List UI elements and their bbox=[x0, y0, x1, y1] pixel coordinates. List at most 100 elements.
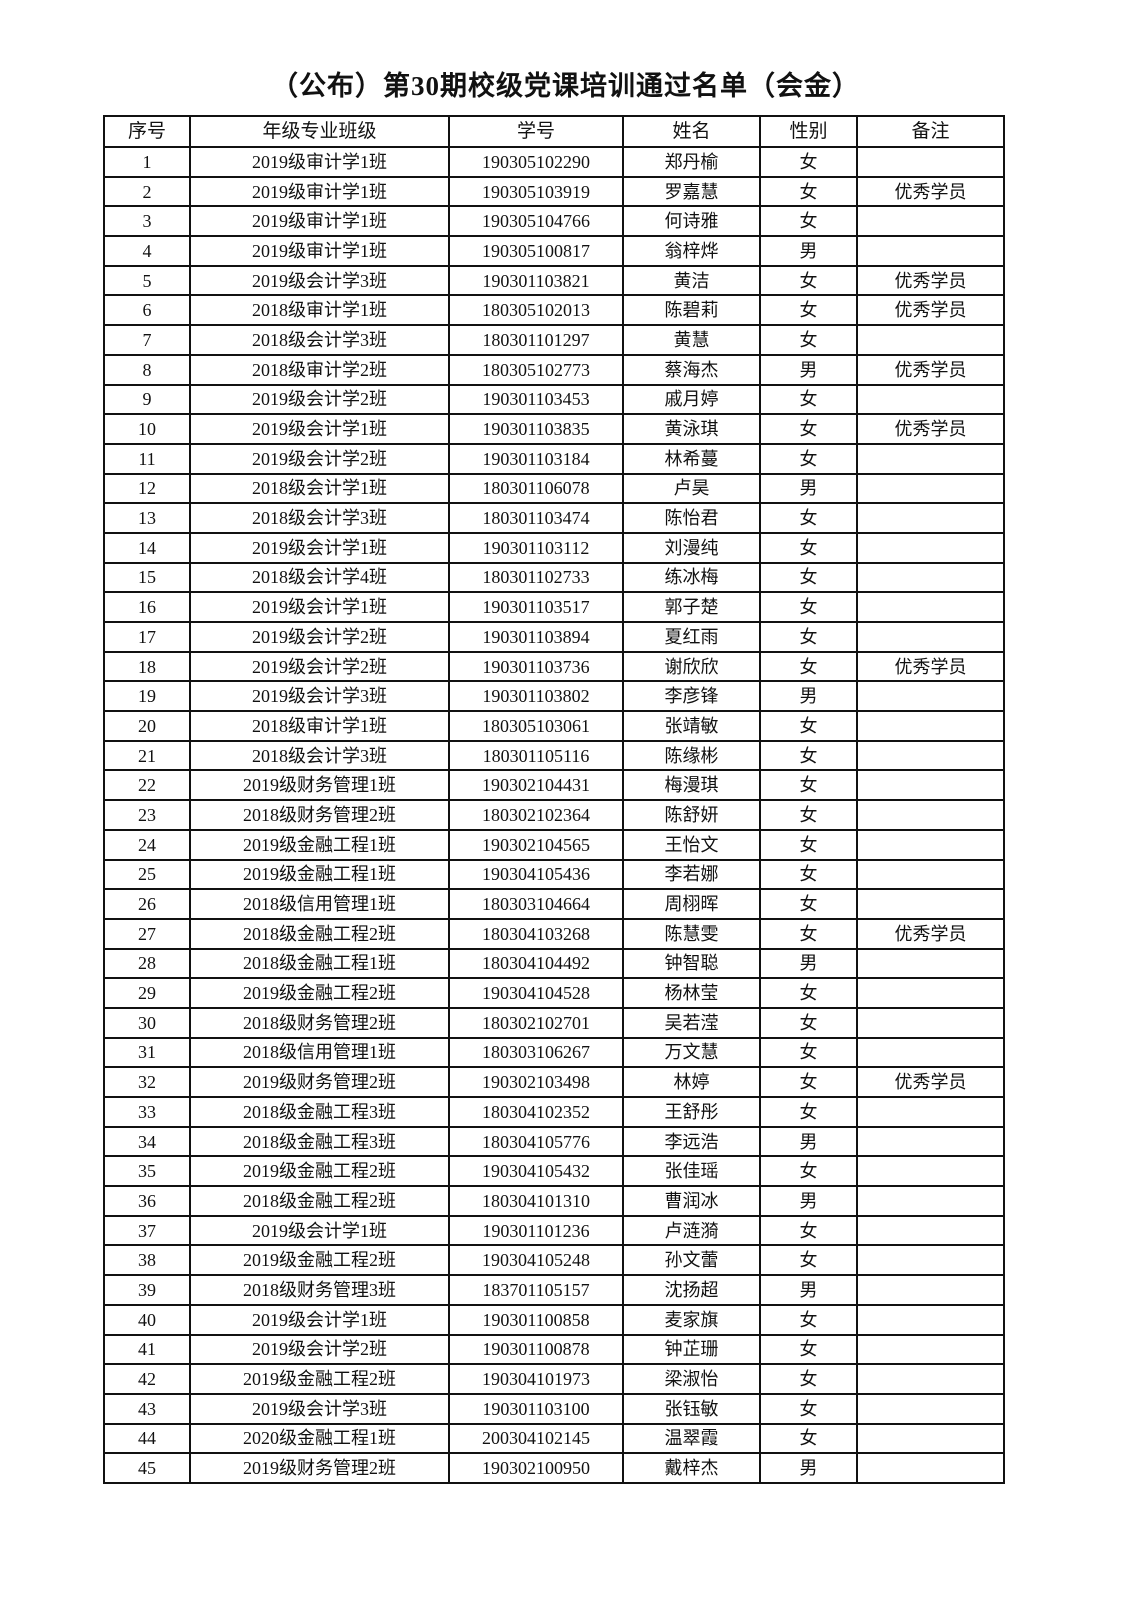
cell-student-id: 180304102352 bbox=[448, 1096, 624, 1128]
cell-gender: 女 bbox=[759, 977, 858, 1009]
cell-class: 2019级会计学1班 bbox=[189, 531, 450, 564]
cell-remark bbox=[856, 1155, 1005, 1188]
cell-gender: 男 bbox=[759, 1185, 858, 1217]
cell-name: 戴梓杰 bbox=[622, 1452, 761, 1484]
cell-name: 卢涟漪 bbox=[622, 1214, 761, 1247]
cell-class: 2018级会计学3班 bbox=[189, 324, 450, 356]
cell-index: 36 bbox=[103, 1185, 191, 1217]
cell-class: 2019级审计学1班 bbox=[189, 175, 450, 208]
cell-name: 万文慧 bbox=[622, 1036, 761, 1069]
cell-index: 1 bbox=[103, 146, 191, 178]
table-row: 15 2018级会计学4班 180301102733 练冰梅女 bbox=[103, 561, 1005, 594]
cell-class: 2018级会计学4班 bbox=[189, 561, 450, 594]
cell-student-id: 180302102701 bbox=[448, 1006, 624, 1039]
table-row: 24 2019级金融工程1班 190302104565 王怡文女 bbox=[103, 828, 1005, 861]
table-row: 8 2018级审计学2班 180305102773 蔡海杰男优秀学员 bbox=[103, 353, 1005, 386]
cell-class: 2019级审计学1班 bbox=[189, 205, 450, 238]
cell-index: 43 bbox=[103, 1392, 191, 1425]
cell-name: 梅漫琪 bbox=[622, 769, 761, 802]
cell-student-id: 180301105116 bbox=[448, 739, 624, 772]
cell-index: 23 bbox=[103, 799, 191, 831]
cell-name: 郭子楚 bbox=[622, 591, 761, 623]
cell-name: 练冰梅 bbox=[622, 561, 761, 594]
roster-table: 序号 年级专业班级 学号 姓名 性别 备注 1 2019级审计学1班 1903051… bbox=[103, 115, 1005, 1484]
cell-gender: 女 bbox=[759, 561, 858, 594]
cell-gender: 女 bbox=[759, 264, 858, 297]
table-row: 21 2018级会计学3班 180301105116 陈缘彬女 bbox=[103, 739, 1005, 772]
cell-name: 吴若滢 bbox=[622, 1006, 761, 1039]
cell-index: 21 bbox=[103, 739, 191, 772]
cell-student-id: 190301103184 bbox=[448, 442, 624, 475]
cell-index: 29 bbox=[103, 977, 191, 1009]
cell-gender: 女 bbox=[759, 383, 858, 416]
cell-index: 19 bbox=[103, 680, 191, 713]
cell-class: 2019级金融工程1班 bbox=[189, 828, 450, 861]
table-row: 45 2019级财务管理2班 190302100950 戴梓杰男 bbox=[103, 1452, 1005, 1484]
table-row: 9 2019级会计学2班 190301103453 戚月婷女 bbox=[103, 383, 1005, 416]
cell-remark bbox=[856, 947, 1005, 980]
cell-remark bbox=[856, 799, 1005, 831]
cell-student-id: 180305103061 bbox=[448, 710, 624, 742]
table-row: 29 2019级金融工程2班 190304104528 杨林莹女 bbox=[103, 977, 1005, 1009]
cell-name: 张钰敏 bbox=[622, 1392, 761, 1425]
cell-name: 钟智聪 bbox=[622, 947, 761, 980]
cell-gender: 女 bbox=[759, 828, 858, 861]
cell-remark bbox=[856, 146, 1005, 178]
cell-student-id: 190302100950 bbox=[448, 1452, 624, 1484]
cell-name: 罗嘉慧 bbox=[622, 175, 761, 208]
cell-student-id: 190302104431 bbox=[448, 769, 624, 802]
cell-gender: 女 bbox=[759, 175, 858, 208]
cell-remark bbox=[856, 1006, 1005, 1039]
table-row: 12 2018级会计学1班 180301106078 卢昊男 bbox=[103, 472, 1005, 505]
table-row: 35 2019级金融工程2班 190304105432 张佳瑶女 bbox=[103, 1155, 1005, 1188]
cell-name: 翁梓烨 bbox=[622, 235, 761, 267]
cell-remark bbox=[856, 591, 1005, 623]
table-row: 7 2018级会计学3班 180301101297 黄慧女 bbox=[103, 324, 1005, 356]
cell-gender: 男 bbox=[759, 680, 858, 713]
cell-name: 夏红雨 bbox=[622, 621, 761, 653]
cell-index: 20 bbox=[103, 710, 191, 742]
cell-remark bbox=[856, 1333, 1005, 1366]
cell-index: 34 bbox=[103, 1125, 191, 1158]
cell-gender: 男 bbox=[759, 947, 858, 980]
cell-remark: 优秀学员 bbox=[856, 353, 1005, 386]
cell-gender: 女 bbox=[759, 1096, 858, 1128]
cell-class: 2018级会计学3班 bbox=[189, 502, 450, 534]
cell-remark bbox=[856, 472, 1005, 505]
cell-class: 2019级金融工程2班 bbox=[189, 1363, 450, 1395]
cell-remark bbox=[856, 1452, 1005, 1484]
cell-remark: 优秀学员 bbox=[856, 264, 1005, 297]
cell-remark bbox=[856, 561, 1005, 594]
cell-student-id: 190301103894 bbox=[448, 621, 624, 653]
cell-gender: 女 bbox=[759, 591, 858, 623]
cell-student-id: 180304105776 bbox=[448, 1125, 624, 1158]
cell-remark bbox=[856, 383, 1005, 416]
cell-student-id: 180303106267 bbox=[448, 1036, 624, 1069]
table-header-row: 序号 年级专业班级 学号 姓名 性别 备注 bbox=[103, 115, 1005, 148]
cell-gender: 女 bbox=[759, 442, 858, 475]
cell-student-id: 190301100858 bbox=[448, 1303, 624, 1336]
header-name: 姓名 bbox=[622, 115, 761, 148]
table-row: 41 2019级会计学2班 190301100878 钟芷珊女 bbox=[103, 1333, 1005, 1366]
cell-class: 2019级会计学3班 bbox=[189, 264, 450, 297]
cell-student-id: 190305103919 bbox=[448, 175, 624, 208]
cell-student-id: 190304104528 bbox=[448, 977, 624, 1009]
cell-name: 谢欣欣 bbox=[622, 650, 761, 683]
table-row: 33 2018级金融工程3班 180304102352 王舒彤女 bbox=[103, 1096, 1005, 1128]
cell-student-id: 190302104565 bbox=[448, 828, 624, 861]
cell-name: 温翠霞 bbox=[622, 1422, 761, 1455]
table-row: 44 2020级金融工程1班 200304102145 温翠霞女 bbox=[103, 1422, 1005, 1455]
cell-name: 黄洁 bbox=[622, 264, 761, 297]
cell-name: 李若娜 bbox=[622, 858, 761, 891]
cell-remark bbox=[856, 710, 1005, 742]
cell-student-id: 190301103835 bbox=[448, 413, 624, 445]
cell-index: 38 bbox=[103, 1244, 191, 1277]
table-row: 34 2018级金融工程3班 180304105776 李远浩男 bbox=[103, 1125, 1005, 1158]
cell-name: 郑丹榆 bbox=[622, 146, 761, 178]
cell-gender: 男 bbox=[759, 1274, 858, 1306]
table-row: 38 2019级金融工程2班 190304105248 孙文蕾女 bbox=[103, 1244, 1005, 1277]
cell-class: 2018级审计学1班 bbox=[189, 710, 450, 742]
cell-gender: 女 bbox=[759, 294, 858, 327]
table-row: 11 2019级会计学2班 190301103184 林希蔓女 bbox=[103, 442, 1005, 475]
cell-gender: 女 bbox=[759, 1303, 858, 1336]
